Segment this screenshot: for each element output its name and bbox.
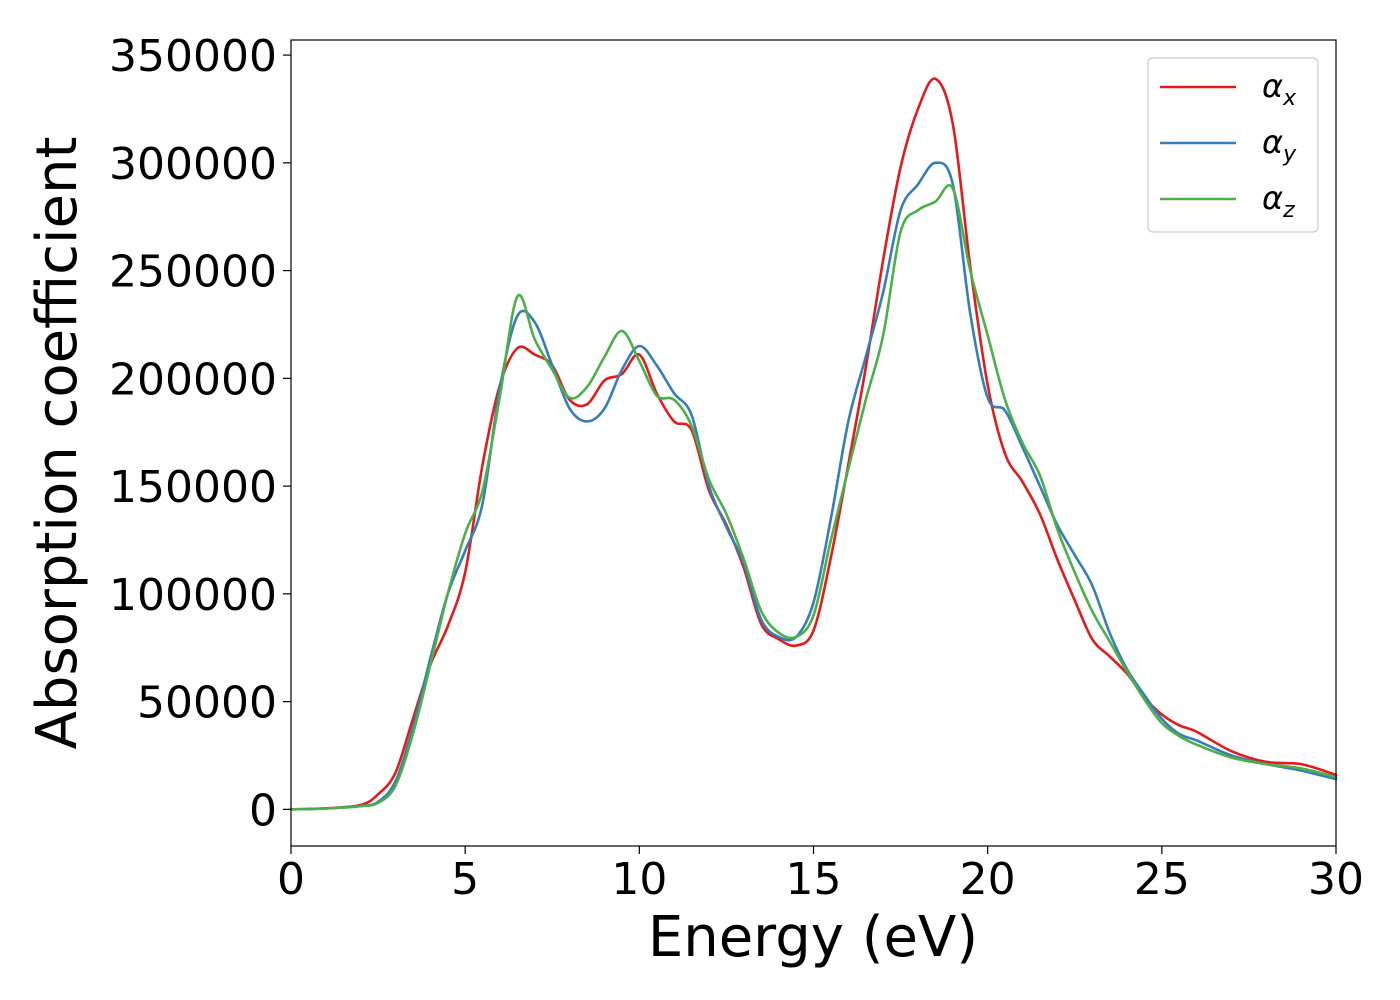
x-tick-label: 30 [1308,854,1364,905]
x-axis-ticks: 0 5 10 15 20 25 30 [277,846,1364,905]
x-tick-label: 5 [451,854,479,905]
y-tick-label: 50000 [137,678,277,729]
x-axis-label: Energy (eV) [648,905,978,970]
legend-label-alpha-x: αx [1262,67,1297,111]
y-tick-label: 350000 [109,31,277,82]
y-axis-ticks: 0 50000 100000 150000 200000 250000 300000 3500… [109,31,291,836]
legend-box [1147,57,1319,233]
legend: αx αy αz [1147,57,1319,233]
y-tick-label: 100000 [109,570,277,621]
series-line-alpha-x [289,77,1338,811]
series-line-alpha-y [289,161,1338,811]
y-tick-label: 250000 [109,247,277,298]
y-tick-label: 0 [249,785,277,836]
x-tick-label: 25 [1134,854,1190,905]
legend-label-alpha-y: αy [1262,123,1297,167]
x-tick-label: 20 [960,854,1016,905]
series-line-alpha-z [289,184,1338,811]
y-tick-label: 150000 [109,462,277,513]
x-tick-label: 10 [611,854,667,905]
y-tick-label: 300000 [109,139,277,190]
legend-label-alpha-z: αz [1262,179,1295,223]
y-axis-label: Absorption coefficient [25,137,90,750]
y-tick-label: 200000 [109,354,277,405]
series-lines [289,77,1338,811]
x-tick-label: 15 [786,854,842,905]
x-tick-label: 0 [277,854,305,905]
